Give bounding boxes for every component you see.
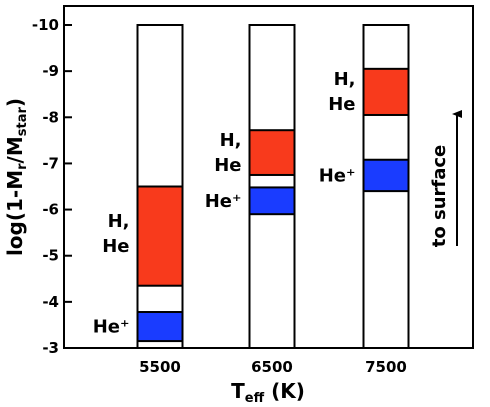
columns-layer <box>136 24 410 349</box>
he-plus-zone <box>136 311 184 343</box>
zone-labels: He⁺ H, He He⁺ H, He He⁺ H, He <box>93 69 356 338</box>
x-axis-title: Teff (K) <box>231 379 305 406</box>
h-he-label-line2: He <box>214 155 241 176</box>
y-tick-label: -9 <box>42 62 59 80</box>
h-he-label-line1: H, <box>108 211 130 232</box>
he-plus-zone <box>362 158 410 193</box>
h-he-zone <box>248 129 296 176</box>
y-axis-title: log(1-Mr/Mstar) <box>3 98 30 256</box>
surface-annotation: to surface <box>429 145 450 248</box>
y-tick-label: -6 <box>42 201 59 219</box>
he-plus-label: He⁺ <box>319 165 356 186</box>
he-plus-label: He⁺ <box>205 191 242 212</box>
column-7500 <box>362 24 410 349</box>
h-he-label-line1: H, <box>220 130 242 151</box>
h-he-zone <box>362 67 410 116</box>
x-tick-label: 7500 <box>365 358 407 376</box>
he-plus-zone <box>248 186 296 216</box>
column-5500 <box>136 24 184 349</box>
y-tick-label: -8 <box>42 108 59 126</box>
column-6500 <box>248 24 296 349</box>
h-he-label-line2: He <box>102 236 129 257</box>
y-axis-ticks: -3 -4 -5 -6 -7 -8 -9 -10 <box>32 16 72 357</box>
x-tick-label: 5500 <box>139 358 181 376</box>
y-tick-label: -7 <box>42 154 59 172</box>
y-tick-label: -10 <box>32 16 59 34</box>
y-tick-label: -3 <box>42 339 59 357</box>
y-tick-label: -5 <box>42 247 59 265</box>
he-plus-label: He⁺ <box>93 317 130 338</box>
h-he-zone <box>136 185 184 287</box>
x-axis-ticks: 5500 6500 7500 <box>139 358 407 376</box>
h-he-label-line1: H, <box>334 69 356 90</box>
x-tick-label: 6500 <box>251 358 293 376</box>
h-he-label-line2: He <box>328 94 355 115</box>
y-tick-label: -4 <box>42 293 59 311</box>
